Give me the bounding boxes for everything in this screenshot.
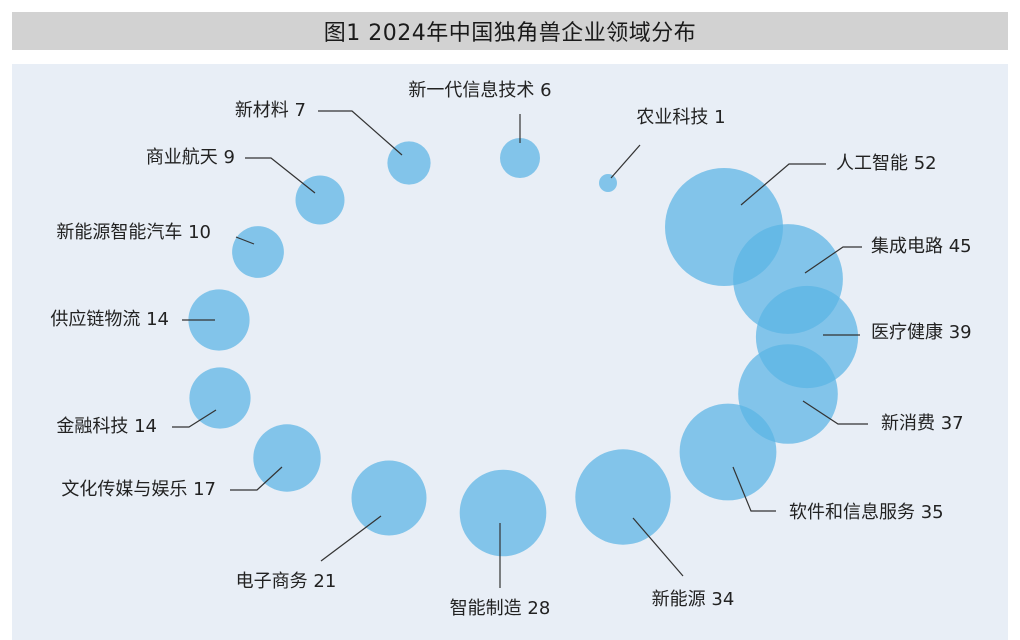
bubble-电子商务: [351, 460, 427, 536]
data-label-智能制造: 智能制造 28: [450, 598, 551, 619]
data-label-新一代信息技术: 新一代信息技术 6: [408, 80, 551, 101]
bubble-人工智能: [665, 168, 783, 286]
leader-line-人工智能: [740, 163, 826, 206]
leader-line-电子商务: [320, 515, 382, 562]
data-label-农业科技: 农业科技 1: [636, 107, 725, 128]
data-label-金融科技: 金融科技 14: [56, 416, 157, 437]
bubble-文化传媒与娱乐: [253, 424, 321, 492]
leader-line-新材料: [318, 110, 403, 156]
leader-line-文化传媒与娱乐: [230, 466, 283, 491]
leader-line-商业航天: [245, 157, 316, 194]
leader-line-农业科技: [610, 144, 641, 179]
data-label-文化传媒与娱乐: 文化传媒与娱乐 17: [61, 479, 216, 500]
leader-line-新能源: [632, 517, 684, 577]
data-label-新能源: 新能源 34: [652, 589, 735, 610]
data-label-软件和信息服务: 软件和信息服务 35: [789, 502, 944, 523]
data-label-新材料: 新材料 7: [235, 100, 306, 121]
bubble-金融科技: [189, 367, 251, 429]
bubble-新能源: [575, 449, 671, 545]
data-label-医疗健康: 医疗健康 39: [871, 322, 972, 343]
bubble-智能制造: [459, 469, 547, 557]
data-label-供应链物流: 供应链物流 14: [50, 309, 169, 330]
chart-title: 图1 2024年中国独角兽企业领域分布: [323, 21, 697, 46]
chart-title-bar: 图1 2024年中国独角兽企业领域分布: [12, 12, 1008, 50]
data-label-集成电路: 集成电路 45: [871, 236, 972, 257]
data-label-商业航天: 商业航天 9: [146, 147, 235, 168]
bubble-农业科技: [599, 174, 617, 192]
data-label-人工智能: 人工智能 52: [836, 153, 937, 174]
leader-line-集成电路: [804, 246, 862, 274]
data-label-新消费: 新消费 37: [881, 413, 964, 434]
data-label-新能源智能汽车: 新能源智能汽车 10: [56, 222, 211, 243]
leader-line-新消费: [802, 400, 868, 425]
leader-line-金融科技: [172, 409, 217, 428]
bubble-新能源智能汽车: [232, 226, 284, 278]
data-label-电子商务: 电子商务 21: [236, 571, 337, 592]
leader-line-软件和信息服务: [732, 466, 776, 512]
leader-line-新能源智能汽车: [235, 236, 255, 245]
bubble-供应链物流: [188, 289, 250, 351]
bubble-新一代信息技术: [500, 138, 540, 178]
